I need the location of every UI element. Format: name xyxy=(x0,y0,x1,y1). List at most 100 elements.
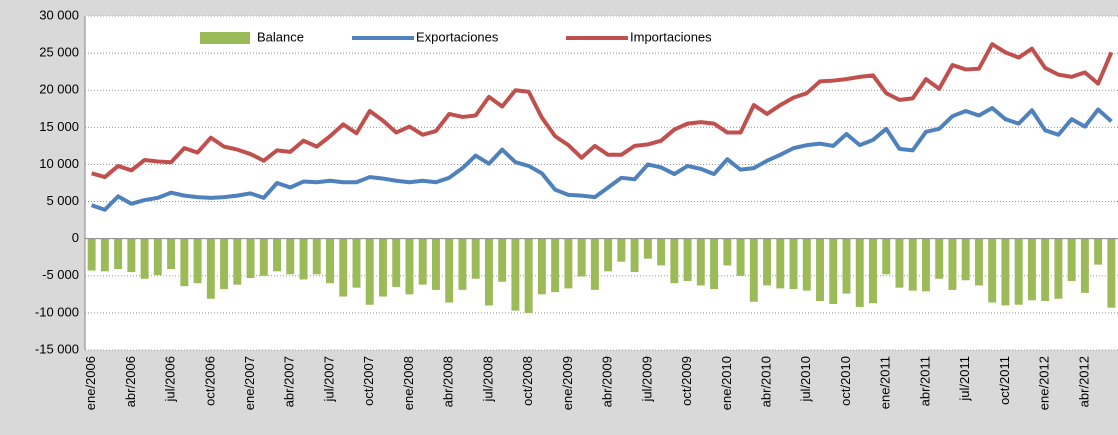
bar xyxy=(259,238,268,276)
bar xyxy=(882,238,891,275)
bar xyxy=(1041,238,1050,302)
x-tick-label: ene/2012 xyxy=(1037,356,1052,410)
legend-swatch xyxy=(200,32,250,44)
bar xyxy=(1107,238,1116,308)
bar xyxy=(431,238,440,290)
bar xyxy=(564,238,573,289)
bar xyxy=(1001,238,1010,306)
y-tick-label: 30 000 xyxy=(39,7,79,22)
line xyxy=(90,106,1113,212)
y-tick-label: 20 000 xyxy=(39,82,79,97)
x-tick-label: ene/2006 xyxy=(83,356,98,410)
bar xyxy=(736,238,745,276)
x-tick-label: ene/2008 xyxy=(401,356,416,410)
bar xyxy=(273,238,282,272)
bar xyxy=(696,238,705,286)
bar xyxy=(379,238,387,297)
bar xyxy=(365,238,374,305)
bar xyxy=(352,238,361,288)
y-tick-label: -5 000 xyxy=(42,267,79,282)
x-tick-label: abr/2011 xyxy=(917,356,932,406)
bar xyxy=(484,238,493,306)
x-tick-label: abr/2006 xyxy=(123,356,138,407)
bar xyxy=(193,238,202,284)
bar xyxy=(1067,238,1076,281)
bar xyxy=(1080,238,1089,293)
y-tick-label: 15 000 xyxy=(39,119,79,134)
y-tick-label: 5 000 xyxy=(46,193,79,208)
bar xyxy=(114,238,123,270)
bar xyxy=(908,238,917,291)
bar xyxy=(935,238,944,279)
bar xyxy=(524,238,533,313)
y-tick-label: -15 000 xyxy=(35,341,79,356)
x-tick-label: ene/2011 xyxy=(878,356,893,409)
x-tick-label: ene/2009 xyxy=(560,356,575,410)
bar xyxy=(948,238,957,290)
bar xyxy=(763,238,772,286)
legend-label: Balance xyxy=(257,29,304,44)
bar xyxy=(829,238,838,304)
x-tick-label: oct/2008 xyxy=(520,356,535,406)
legend-label: Importaciones xyxy=(630,29,712,44)
x-tick-label: jul/2006 xyxy=(163,356,178,403)
bar xyxy=(511,238,520,311)
bar xyxy=(140,238,149,279)
bar xyxy=(206,238,215,299)
bar xyxy=(220,238,229,290)
bar xyxy=(974,238,983,286)
bar xyxy=(392,238,401,287)
bar xyxy=(127,238,136,273)
bar xyxy=(921,238,930,292)
bar xyxy=(643,238,652,259)
x-tick-label: ene/2007 xyxy=(242,356,257,410)
x-tick-label: abr/2012 xyxy=(1076,356,1091,407)
bar xyxy=(670,238,679,284)
bar xyxy=(458,238,467,290)
x-tick-label: jul/2009 xyxy=(639,356,654,403)
bar xyxy=(577,238,586,277)
bar xyxy=(710,238,719,290)
bar xyxy=(326,238,334,284)
x-tick-label: abr/2007 xyxy=(282,356,297,407)
bar xyxy=(418,238,427,285)
y-tick-label: -10 000 xyxy=(35,304,79,319)
bar xyxy=(657,238,666,266)
bar xyxy=(789,238,798,290)
x-tick-label: oct/2009 xyxy=(679,356,694,406)
bar xyxy=(1014,238,1023,305)
bar xyxy=(167,238,176,270)
bar xyxy=(895,238,904,288)
bar xyxy=(683,238,692,281)
bar xyxy=(180,238,189,287)
x-tick-label: abr/2009 xyxy=(600,356,615,407)
bar xyxy=(723,238,732,266)
x-tick-label: jul/2011 xyxy=(957,356,972,402)
bar xyxy=(1027,238,1036,301)
bar xyxy=(816,238,824,302)
bar xyxy=(749,238,758,302)
bar xyxy=(630,238,639,273)
bar xyxy=(961,238,970,281)
x-tick-label: oct/2011 xyxy=(997,356,1012,405)
bar xyxy=(842,238,851,294)
bar xyxy=(498,238,507,282)
bar xyxy=(153,238,162,276)
bar xyxy=(405,238,414,295)
bar xyxy=(617,238,626,262)
bar xyxy=(87,238,96,271)
y-tick-label: 10 000 xyxy=(39,156,79,171)
bar xyxy=(855,238,864,307)
bar xyxy=(1094,238,1103,265)
bar xyxy=(445,238,454,303)
bar xyxy=(312,238,321,275)
x-tick-label: oct/2006 xyxy=(202,356,217,406)
bar xyxy=(1054,238,1063,299)
legend-label: Exportaciones xyxy=(416,29,499,44)
bar xyxy=(471,238,480,279)
x-tick-label: abr/2010 xyxy=(758,356,773,407)
bar xyxy=(100,238,109,272)
bar xyxy=(604,238,613,272)
x-tick-label: ene/2010 xyxy=(719,356,734,410)
